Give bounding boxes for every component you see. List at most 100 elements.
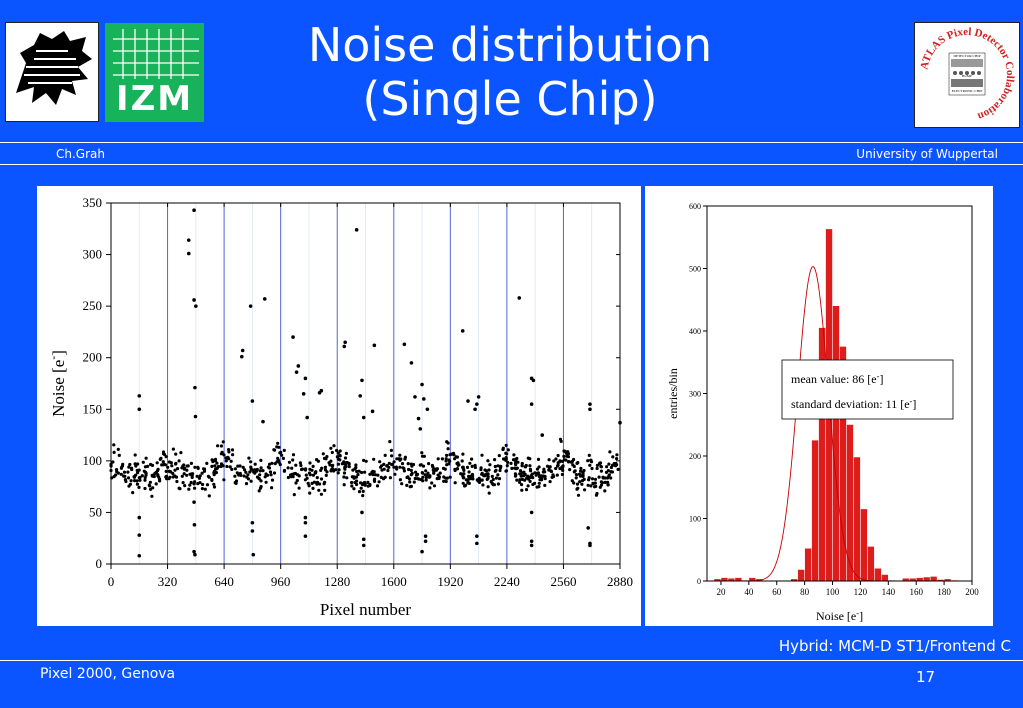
noise-point xyxy=(457,463,461,467)
outlier-point xyxy=(361,537,366,542)
y-tick-label: 50 xyxy=(89,504,102,519)
noise-point xyxy=(593,477,598,481)
noise-point xyxy=(402,466,406,471)
izm-grid-icon xyxy=(113,29,199,79)
noise-point xyxy=(444,457,448,461)
noise-point xyxy=(336,471,340,475)
noise-point xyxy=(185,473,189,477)
noise-point xyxy=(174,462,178,466)
noise-point xyxy=(112,450,116,454)
noise-point xyxy=(128,482,132,486)
histogram-bar xyxy=(818,327,826,581)
outlier-point xyxy=(402,342,407,347)
histogram-bar xyxy=(721,577,728,581)
noise-point xyxy=(373,473,377,477)
noise-point xyxy=(238,471,242,476)
noise-point xyxy=(574,473,579,477)
noise-point xyxy=(191,472,195,476)
noise-point xyxy=(496,473,500,477)
noise-point xyxy=(387,461,391,465)
noise-point xyxy=(611,455,615,459)
y-axis-label: entries/bin xyxy=(666,368,680,419)
noise-point xyxy=(298,461,302,465)
outlier-point xyxy=(517,296,522,300)
noise-point xyxy=(568,468,572,472)
noise-point xyxy=(364,459,368,463)
noise-point xyxy=(547,458,551,462)
noise-point xyxy=(128,462,132,467)
noise-point xyxy=(216,444,220,448)
noise-point xyxy=(551,473,555,477)
noise-point xyxy=(537,481,541,485)
noise-point xyxy=(473,465,477,470)
noise-point xyxy=(496,464,500,468)
outlier-point xyxy=(303,515,308,520)
noise-point xyxy=(414,470,418,474)
noise-point xyxy=(599,469,604,473)
noise-point xyxy=(182,472,186,476)
noise-point xyxy=(448,453,452,457)
noise-point xyxy=(480,472,484,476)
noise-point xyxy=(195,474,199,478)
noise-point xyxy=(420,451,424,455)
noise-point xyxy=(408,485,412,489)
noise-point xyxy=(419,463,423,467)
noise-point xyxy=(382,467,386,471)
noise-point xyxy=(122,470,127,474)
noise-point xyxy=(175,479,179,484)
noise-point xyxy=(231,453,235,457)
y-tick-label: 0 xyxy=(697,577,701,586)
noise-point xyxy=(383,453,387,457)
outlier-point xyxy=(291,335,295,339)
noise-point xyxy=(329,459,333,463)
noise-point xyxy=(504,469,508,473)
noise-point xyxy=(258,473,262,477)
noise-point xyxy=(510,466,514,470)
noise-point xyxy=(506,448,510,452)
noise-point xyxy=(282,469,286,473)
noise-point xyxy=(432,471,436,475)
noise-point xyxy=(280,453,284,457)
noise-point xyxy=(135,468,139,472)
noise-point xyxy=(267,466,272,470)
noise-point xyxy=(566,460,571,464)
outlier-point xyxy=(192,500,196,504)
noise-point xyxy=(164,469,168,473)
noise-point xyxy=(188,472,192,476)
histogram-bar xyxy=(881,574,889,581)
noise-point xyxy=(466,478,470,483)
noise-point xyxy=(246,473,250,477)
noise-point xyxy=(564,458,568,462)
outlier-point xyxy=(475,534,479,538)
noise-point xyxy=(124,479,128,484)
noise-point xyxy=(210,464,214,468)
histogram-bar xyxy=(916,577,923,581)
noise-point xyxy=(533,481,537,485)
noise-point xyxy=(424,478,428,482)
noise-point xyxy=(528,476,532,480)
outlier-point xyxy=(540,433,545,437)
noise-point xyxy=(158,479,162,483)
noise-point xyxy=(233,467,237,471)
noise-point xyxy=(536,471,540,475)
outlier-point xyxy=(416,416,421,421)
noise-point xyxy=(416,477,420,481)
noise-point xyxy=(342,483,346,487)
noise-point xyxy=(601,475,605,479)
noise-point xyxy=(167,460,171,464)
noise-point xyxy=(362,458,366,462)
noise-point xyxy=(574,476,578,480)
noise-point xyxy=(484,469,489,473)
noise-point xyxy=(555,473,559,477)
noise-point xyxy=(363,470,367,474)
noise-point xyxy=(264,480,268,484)
y-tick-label: 350 xyxy=(83,195,103,210)
noise-point xyxy=(183,484,187,488)
noise-point xyxy=(286,475,290,480)
noise-point xyxy=(465,465,470,469)
noise-point xyxy=(311,473,315,477)
noise-point xyxy=(518,472,522,476)
noise-point xyxy=(451,451,456,455)
outlier-point xyxy=(305,415,309,420)
noise-point xyxy=(547,465,551,470)
